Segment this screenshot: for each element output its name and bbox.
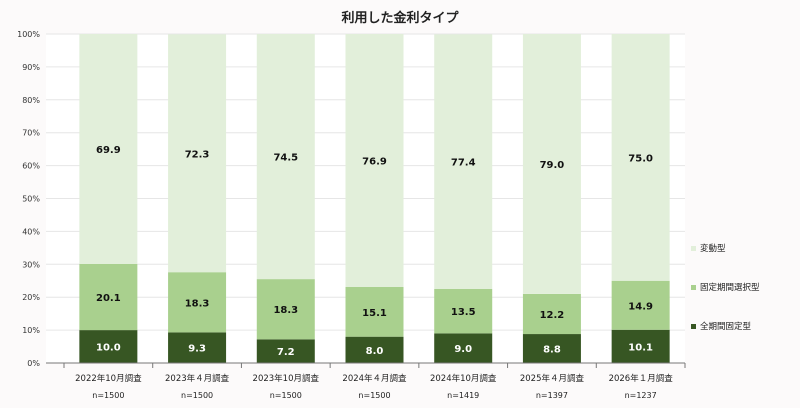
legend-label: 全期間固定型 <box>700 321 752 332</box>
bar-segment <box>256 279 315 340</box>
data-label: 18.3 <box>185 298 210 309</box>
bar-segment <box>434 333 493 363</box>
x-tick-label: 2025年４月調査 <box>520 373 585 384</box>
y-tick-label: 30% <box>22 260 40 269</box>
x-tick-label: 2026年１月調査 <box>609 373 674 384</box>
data-label: 77.4 <box>451 158 476 169</box>
y-tick-label: 20% <box>22 293 40 302</box>
x-tick-label: 2023年10月調査 <box>253 373 320 384</box>
data-label: 75.0 <box>628 153 653 164</box>
data-label: 72.3 <box>185 149 210 160</box>
bar-segment <box>79 34 138 264</box>
chart-title: 利用した金利タイプ <box>341 10 459 26</box>
bar-segment <box>256 339 315 363</box>
data-label: 13.5 <box>451 307 476 318</box>
bar-segment <box>434 288 493 334</box>
legend-swatch <box>691 285 696 290</box>
x-tick-label: 2024年10月調査 <box>430 373 497 384</box>
data-label: 8.0 <box>366 346 384 357</box>
legend-label: 変動型 <box>700 243 726 254</box>
bar-segment <box>611 34 670 281</box>
bar-segment <box>434 34 493 289</box>
data-label: 76.9 <box>362 157 387 168</box>
sample-size-label: n=1237 <box>625 391 657 400</box>
data-label: 9.0 <box>454 344 472 355</box>
y-tick-label: 100% <box>17 30 40 39</box>
bar-segment <box>168 332 227 363</box>
bar-segment <box>79 263 138 331</box>
data-label: 15.1 <box>362 308 387 319</box>
y-tick-label: 90% <box>22 63 40 72</box>
data-label: 18.3 <box>273 305 298 316</box>
x-tick-label: 2023年４月調査 <box>165 373 230 384</box>
data-label: 8.8 <box>543 345 561 356</box>
data-label: 10.0 <box>96 343 121 354</box>
y-tick-label: 80% <box>22 96 40 105</box>
data-label: 20.1 <box>96 293 121 304</box>
data-label: 7.2 <box>277 347 295 358</box>
legend-swatch <box>691 246 696 251</box>
sample-size-label: n=1397 <box>536 391 568 400</box>
sample-size-label: n=1500 <box>92 391 124 400</box>
x-tick-label: 2022年10月調査 <box>75 373 142 384</box>
y-tick-label: 0% <box>27 359 40 368</box>
bar-segment <box>522 293 581 335</box>
bar-segment <box>168 272 227 333</box>
y-tick-label: 70% <box>22 129 40 138</box>
bar-segment <box>345 287 404 337</box>
data-label: 74.5 <box>273 153 298 164</box>
bar-segment <box>611 329 670 363</box>
bar-segment <box>522 334 581 363</box>
bar-segment <box>611 280 670 330</box>
y-tick-label: 50% <box>22 195 40 204</box>
y-tick-label: 10% <box>22 326 40 335</box>
sample-size-label: n=1500 <box>358 391 390 400</box>
legend-swatch <box>691 324 696 329</box>
sample-size-label: n=1500 <box>270 391 302 400</box>
data-label: 9.3 <box>188 344 206 355</box>
bar-segment <box>79 330 138 363</box>
data-label: 12.2 <box>540 310 565 321</box>
bar-segment <box>345 34 404 288</box>
y-tick-label: 60% <box>22 162 40 171</box>
bar-segment <box>345 336 404 363</box>
y-tick-label: 40% <box>22 227 40 236</box>
bar-segment <box>256 34 315 280</box>
bar-segment <box>522 34 581 294</box>
data-label: 10.1 <box>628 342 653 353</box>
legend-label: 固定期間選択型 <box>700 282 760 293</box>
sample-size-label: n=1419 <box>447 391 479 400</box>
data-label: 14.9 <box>628 301 653 312</box>
data-label: 69.9 <box>96 145 121 156</box>
bar-segment <box>168 34 227 273</box>
x-tick-label: 2024年４月調査 <box>342 373 407 384</box>
data-label: 79.0 <box>540 160 565 171</box>
sample-size-label: n=1500 <box>181 391 213 400</box>
